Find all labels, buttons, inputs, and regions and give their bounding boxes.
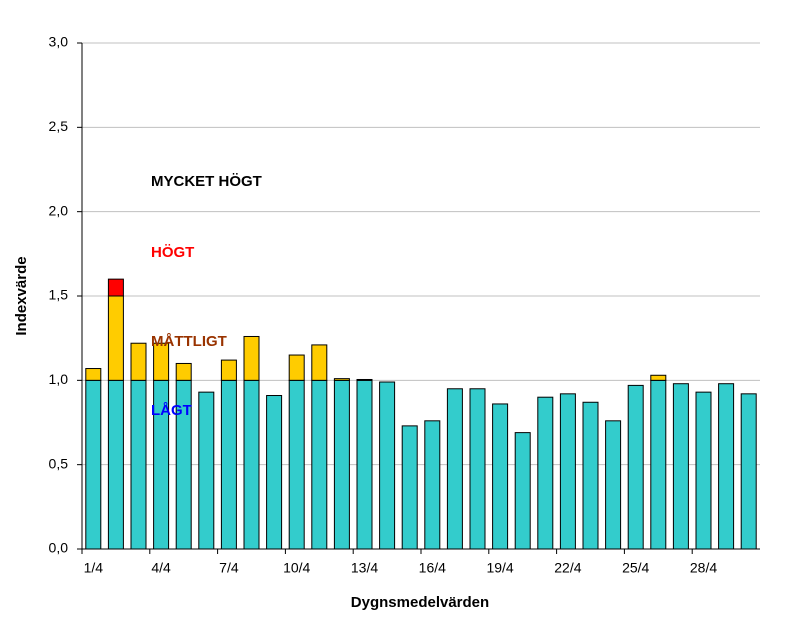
bar-segment bbox=[243, 335, 260, 381]
y-tick-label: 3,0 bbox=[49, 34, 69, 50]
y-tick-label: 0,0 bbox=[49, 540, 69, 556]
bar-segment bbox=[514, 432, 531, 550]
y-tick-label: 1,0 bbox=[49, 371, 69, 387]
bar-segment bbox=[627, 384, 644, 550]
bar-segment bbox=[198, 391, 215, 550]
y-axis-label: Indexvärde bbox=[13, 256, 30, 335]
bar-segment bbox=[288, 354, 305, 381]
bar-segment bbox=[740, 393, 757, 550]
x-tick-label: 25/4 bbox=[622, 560, 649, 576]
bar-segment bbox=[718, 383, 735, 550]
x-tick-label: 1/4 bbox=[84, 560, 104, 576]
y-tick-label: 2,5 bbox=[49, 118, 69, 134]
bar-segment bbox=[107, 379, 124, 550]
bar-segment bbox=[153, 342, 170, 381]
x-tick-label: 10/4 bbox=[283, 560, 310, 576]
y-tick-label: 0,5 bbox=[49, 455, 69, 471]
level-annotation: MÅTTLIGT bbox=[151, 333, 227, 350]
bar-segment bbox=[130, 342, 147, 381]
bar-segment bbox=[672, 383, 689, 550]
bar-segment bbox=[220, 359, 237, 381]
level-annotation: HÖGT bbox=[151, 244, 194, 261]
bar-segment bbox=[424, 420, 441, 550]
bar-segment bbox=[492, 403, 509, 550]
bar-segment bbox=[107, 278, 124, 297]
bar-segment bbox=[356, 378, 373, 381]
level-annotation: LÅGT bbox=[151, 402, 192, 419]
x-tick-label: 19/4 bbox=[486, 560, 513, 576]
x-tick-label: 22/4 bbox=[554, 560, 581, 576]
bar-segment bbox=[220, 379, 237, 550]
bar-segment bbox=[333, 378, 350, 381]
bar-segment bbox=[311, 379, 328, 550]
bar-segment bbox=[85, 379, 102, 550]
level-annotation: MYCKET HÖGT bbox=[151, 173, 262, 190]
y-tick-label: 2,0 bbox=[49, 202, 69, 218]
bar-segment bbox=[537, 396, 554, 550]
bar-segment bbox=[243, 379, 260, 550]
x-tick-label: 16/4 bbox=[419, 560, 446, 576]
bar-segment bbox=[695, 391, 712, 550]
y-tick-label: 1,5 bbox=[49, 287, 69, 303]
bar-segment bbox=[333, 379, 350, 550]
bar-segment bbox=[401, 425, 418, 550]
bar-segment bbox=[582, 401, 599, 550]
bar-segment bbox=[130, 379, 147, 550]
bar-segment bbox=[605, 420, 622, 550]
bar-segment bbox=[85, 368, 102, 381]
x-axis-label: Dygnsmedelvärden bbox=[351, 594, 489, 611]
bar-segment bbox=[311, 344, 328, 381]
x-tick-label: 13/4 bbox=[351, 560, 378, 576]
x-tick-label: 4/4 bbox=[151, 560, 171, 576]
bar-segment bbox=[650, 374, 667, 381]
bar-segment bbox=[559, 393, 576, 550]
bar-segment bbox=[469, 388, 486, 550]
x-tick-label: 28/4 bbox=[690, 560, 717, 576]
bar-segment bbox=[379, 381, 396, 550]
bar-segment bbox=[107, 295, 124, 381]
bar-segment bbox=[266, 395, 283, 550]
bar-segment bbox=[175, 362, 192, 381]
bar-segment bbox=[650, 379, 667, 550]
bar-segment bbox=[288, 379, 305, 550]
x-tick-label: 7/4 bbox=[219, 560, 239, 576]
bar-segment bbox=[446, 388, 463, 550]
bar-segment bbox=[356, 379, 373, 550]
